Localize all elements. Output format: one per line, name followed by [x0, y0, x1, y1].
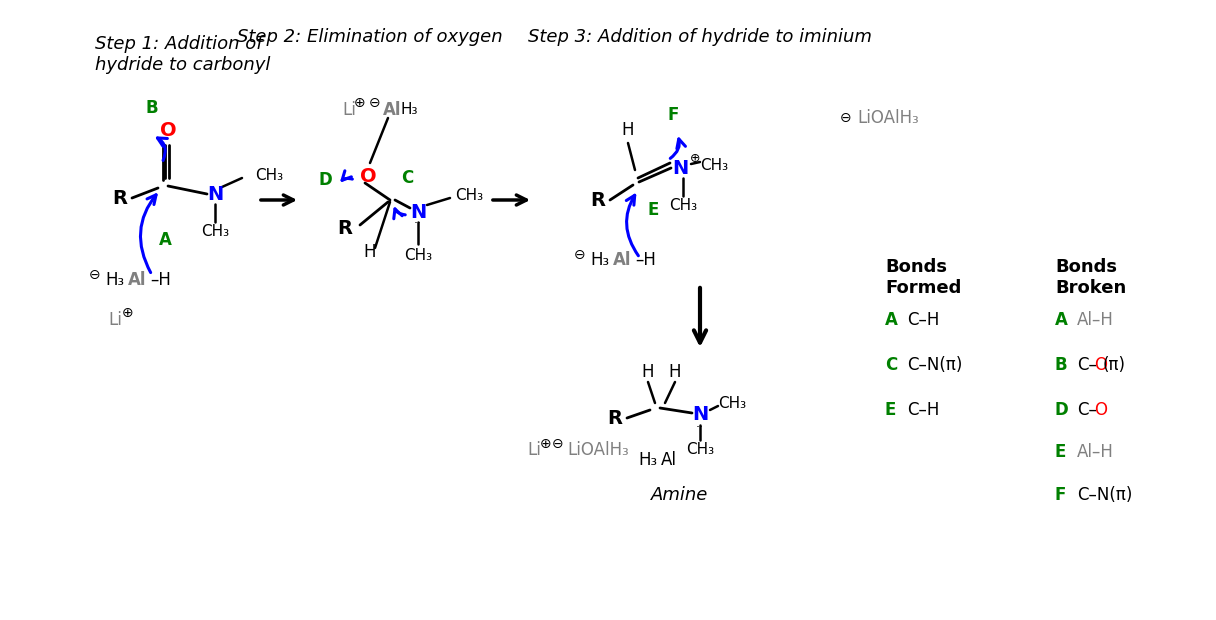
- Text: N: N: [692, 405, 708, 425]
- Text: Al–H: Al–H: [1077, 311, 1114, 329]
- Text: N: N: [672, 159, 688, 177]
- Text: C–: C–: [1077, 356, 1097, 374]
- Text: CH₃: CH₃: [669, 198, 697, 213]
- Text: N: N: [207, 185, 223, 205]
- Text: Amine: Amine: [652, 486, 709, 504]
- Text: F: F: [668, 106, 679, 124]
- Text: Al: Al: [128, 271, 146, 289]
- Text: CH₃: CH₃: [717, 396, 747, 410]
- Text: H₃: H₃: [638, 451, 657, 469]
- Text: H: H: [669, 363, 681, 381]
- Text: C: C: [885, 356, 897, 374]
- Text: H: H: [642, 363, 654, 381]
- Text: R: R: [113, 188, 128, 208]
- Text: ⊖: ⊖: [552, 437, 564, 451]
- Text: –H: –H: [635, 251, 655, 269]
- Text: Step 2: Elimination of oxygen: Step 2: Elimination of oxygen: [237, 28, 502, 46]
- Text: ··: ··: [413, 218, 422, 231]
- Text: CH₃: CH₃: [700, 157, 728, 172]
- Text: O: O: [1094, 401, 1107, 419]
- Text: B: B: [146, 99, 158, 117]
- Text: ⊕: ⊕: [689, 151, 700, 164]
- Text: O: O: [159, 120, 176, 140]
- Text: H₃: H₃: [105, 271, 124, 289]
- Text: Al: Al: [613, 251, 631, 269]
- Text: Li: Li: [342, 101, 356, 119]
- Text: C–: C–: [1077, 401, 1097, 419]
- Text: Al: Al: [662, 451, 677, 469]
- Text: O: O: [360, 167, 376, 187]
- Text: D: D: [319, 171, 332, 189]
- Text: C: C: [401, 169, 413, 187]
- Text: ⊕: ⊕: [122, 306, 134, 320]
- Text: D: D: [1055, 401, 1069, 419]
- Text: Step 3: Addition of hydride to iminium: Step 3: Addition of hydride to iminium: [528, 28, 872, 46]
- Text: ⊕: ⊕: [540, 437, 552, 451]
- Text: A: A: [1055, 311, 1068, 329]
- Text: CH₃: CH₃: [404, 247, 432, 262]
- Text: CH₃: CH₃: [455, 187, 483, 203]
- Text: –H: –H: [150, 271, 171, 289]
- Text: ⊖: ⊖: [574, 248, 586, 262]
- Text: C–N(π): C–N(π): [1077, 486, 1132, 504]
- Text: O: O: [1094, 356, 1107, 374]
- Text: ··: ··: [696, 422, 704, 435]
- Text: H₃: H₃: [590, 251, 609, 269]
- Text: R: R: [591, 190, 606, 210]
- Text: C–N(π): C–N(π): [907, 356, 962, 374]
- Text: LiOAlH₃: LiOAlH₃: [857, 109, 919, 127]
- Text: H: H: [621, 121, 635, 139]
- Text: E: E: [1055, 443, 1066, 461]
- Text: E: E: [647, 201, 659, 219]
- Text: LiOAlH₃: LiOAlH₃: [567, 441, 629, 459]
- Text: Bonds
Formed: Bonds Formed: [885, 258, 962, 297]
- Text: H₃: H₃: [400, 102, 417, 118]
- Text: A: A: [885, 311, 897, 329]
- Text: F: F: [1055, 486, 1066, 504]
- Text: C–H: C–H: [907, 311, 940, 329]
- Text: ⊕: ⊕: [354, 96, 366, 110]
- Text: N: N: [410, 203, 426, 221]
- Text: Al–H: Al–H: [1077, 443, 1114, 461]
- Text: ⊖: ⊖: [89, 268, 101, 282]
- Text: R: R: [608, 409, 623, 428]
- Text: E: E: [885, 401, 896, 419]
- Text: C–H: C–H: [907, 401, 940, 419]
- Text: H: H: [364, 243, 376, 261]
- Text: CH₃: CH₃: [255, 167, 283, 182]
- Text: Li: Li: [527, 441, 541, 459]
- Text: Al: Al: [383, 101, 401, 119]
- Text: ⊖: ⊖: [370, 96, 381, 110]
- Text: Bonds
Broken: Bonds Broken: [1055, 258, 1126, 297]
- Text: B: B: [1055, 356, 1068, 374]
- Text: (π): (π): [1103, 356, 1126, 374]
- Text: ⊖: ⊖: [840, 111, 852, 125]
- Text: CH₃: CH₃: [686, 443, 714, 458]
- Text: Step 1: Addition of
hydride to carbonyl: Step 1: Addition of hydride to carbonyl: [95, 35, 270, 74]
- Text: R: R: [338, 218, 353, 237]
- Text: A: A: [158, 231, 171, 249]
- Text: CH₃: CH₃: [201, 224, 229, 239]
- Text: Li: Li: [108, 311, 122, 329]
